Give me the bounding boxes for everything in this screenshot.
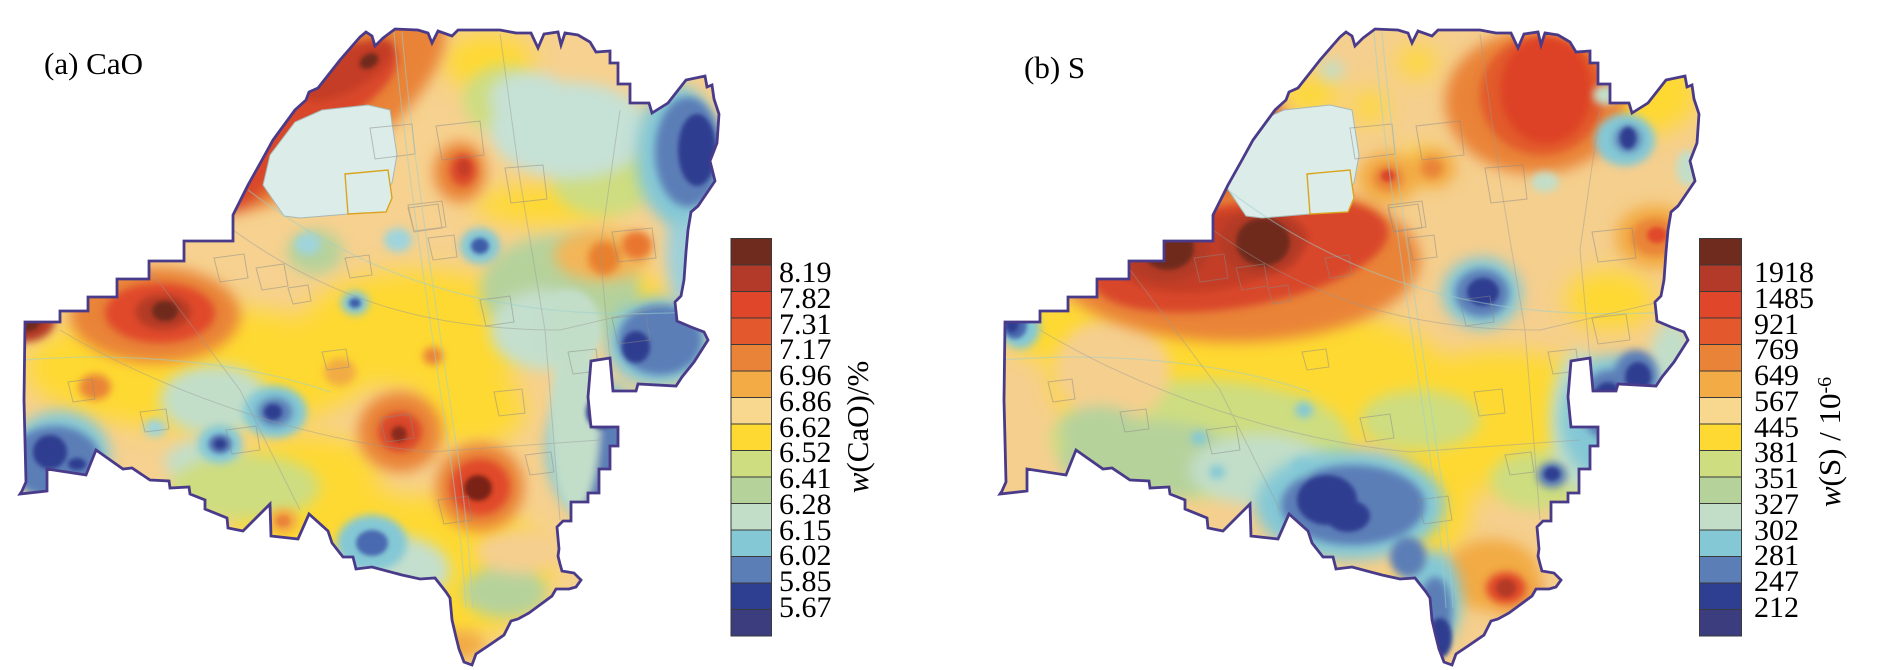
svg-text:5.85: 5.85	[779, 565, 832, 598]
svg-text:327: 327	[1754, 488, 1799, 521]
svg-text:6.28: 6.28	[779, 488, 832, 521]
svg-text:(b) S: (b) S	[1024, 50, 1085, 85]
svg-text:649: 649	[1754, 359, 1799, 392]
svg-text:212: 212	[1754, 591, 1799, 624]
svg-text:7.17: 7.17	[779, 333, 832, 366]
svg-text:6.41: 6.41	[779, 462, 832, 495]
svg-text:w(S) / 10-6: w(S) / 10-6	[1812, 377, 1847, 507]
svg-text:445: 445	[1754, 411, 1799, 444]
svg-text:6.02: 6.02	[779, 539, 832, 572]
svg-text:7.82: 7.82	[779, 282, 832, 315]
svg-text:351: 351	[1754, 462, 1799, 495]
svg-text:381: 381	[1754, 436, 1799, 469]
svg-text:6.96: 6.96	[779, 359, 832, 392]
svg-text:302: 302	[1754, 514, 1799, 547]
svg-text:6.15: 6.15	[779, 514, 832, 547]
svg-text:w(CaO)/%: w(CaO)/%	[840, 361, 875, 494]
svg-text:281: 281	[1754, 539, 1799, 572]
svg-text:6.52: 6.52	[779, 436, 832, 469]
svg-text:6.86: 6.86	[779, 385, 832, 418]
svg-text:921: 921	[1754, 308, 1799, 341]
svg-text:769: 769	[1754, 333, 1799, 366]
svg-text:567: 567	[1754, 385, 1799, 418]
svg-text:5.67: 5.67	[779, 591, 832, 624]
svg-text:8.19: 8.19	[779, 256, 832, 289]
svg-text:247: 247	[1754, 565, 1799, 598]
svg-text:(a) CaO: (a) CaO	[44, 46, 143, 81]
svg-text:7.31: 7.31	[779, 308, 832, 341]
svg-text:6.62: 6.62	[779, 411, 832, 444]
svg-text:1918: 1918	[1754, 256, 1814, 289]
svg-text:1485: 1485	[1754, 282, 1814, 315]
